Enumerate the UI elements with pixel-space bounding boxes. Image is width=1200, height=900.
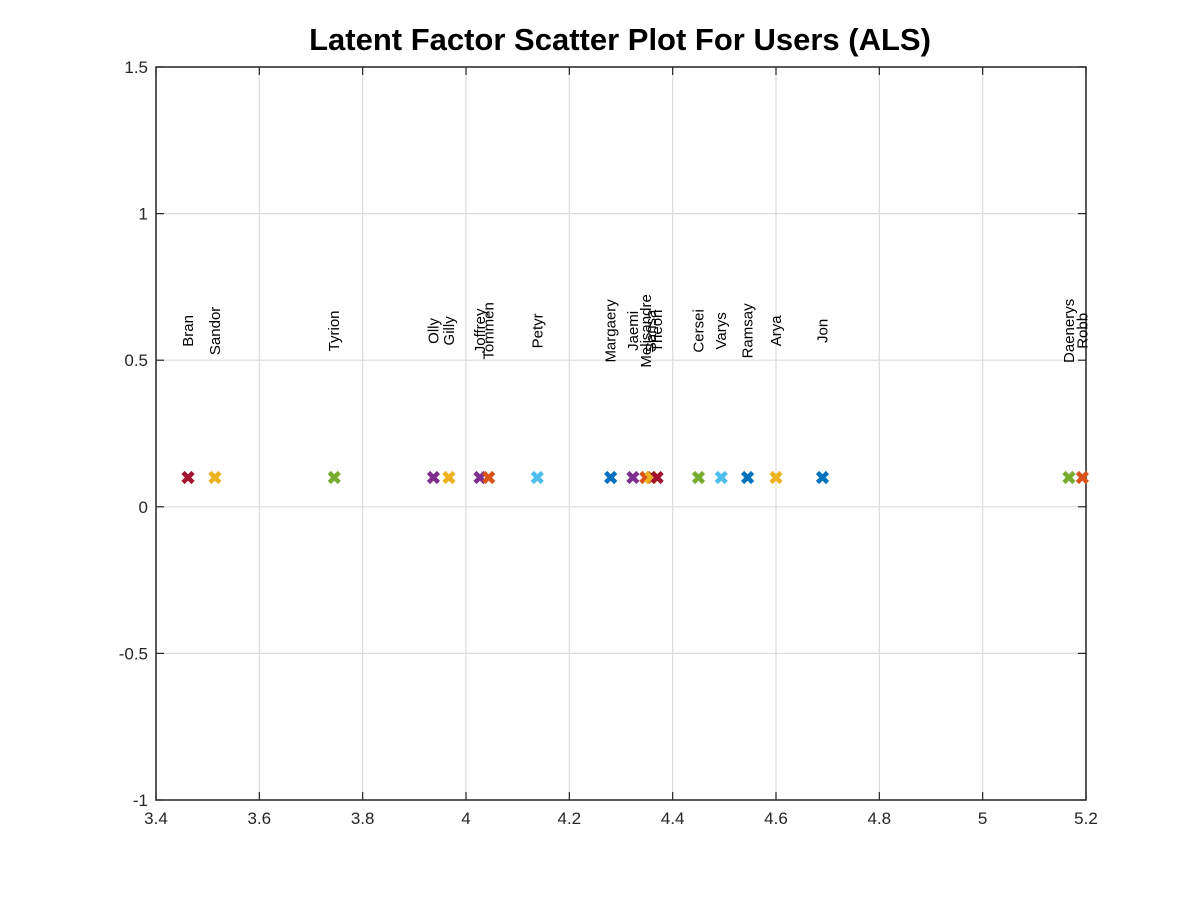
data-point-gilly — [442, 470, 456, 485]
data-point-bran — [181, 470, 195, 485]
y-tick-label: 0.5 — [124, 351, 148, 370]
point-marker-stroke — [604, 470, 618, 485]
data-point-cersei — [691, 470, 706, 485]
point-label: Varys — [713, 312, 730, 349]
data-point-olly — [426, 470, 441, 485]
point-marker-stroke — [626, 470, 640, 485]
point-label: Petyr — [529, 313, 546, 348]
data-point-tyrion — [327, 470, 341, 485]
point-marker-stroke — [181, 470, 195, 485]
point-label: Theon — [649, 310, 666, 353]
x-tick-label: 4.6 — [764, 809, 788, 828]
y-tick-label: -0.5 — [119, 644, 148, 663]
point-label: Gilly — [441, 316, 458, 346]
x-tick-label: 5 — [978, 809, 987, 828]
point-marker-stroke — [714, 470, 728, 485]
point-label: Sansa — [643, 309, 660, 352]
x-tick-label: 3.6 — [248, 809, 272, 828]
point-label: Robb — [1074, 313, 1091, 349]
point-marker-stroke — [426, 470, 441, 485]
point-label: Daenerys — [1061, 299, 1078, 363]
chart-title: Latent Factor Scatter Plot For Users (AL… — [309, 22, 931, 57]
data-point-daenerys — [1062, 470, 1076, 485]
point-marker-stroke — [1075, 470, 1089, 485]
point-marker-stroke — [650, 470, 664, 485]
data-point-tommen — [482, 470, 496, 485]
point-marker-stroke — [327, 470, 341, 485]
point-label: Arya — [768, 315, 785, 347]
data-point-sandor — [208, 470, 222, 485]
point-marker-stroke — [530, 470, 544, 485]
data-point-theon — [650, 470, 664, 485]
point-label: Joffrey — [472, 308, 489, 353]
data-point-jaemi — [626, 470, 640, 485]
point-marker-stroke — [1062, 470, 1076, 485]
x-tick-label: 3.4 — [144, 809, 168, 828]
point-label: Olly — [425, 317, 442, 343]
data-point-varys — [714, 470, 728, 485]
plot-area-box — [155, 66, 1087, 801]
point-label: Tommen — [481, 302, 498, 360]
x-tick-label: 3.8 — [351, 809, 375, 828]
axis-ticks: 3.4 3.6 3.8 4 4.2 4.4 4.6 4.8 5 5.2 -1 -0.5 0 0.5 1 1.5 — [119, 58, 1098, 828]
x-tick-label: 4.4 — [661, 809, 685, 828]
point-label: Jaemi — [625, 311, 642, 351]
y-tick-label: 1.5 — [124, 58, 148, 77]
point-marker-stroke — [442, 470, 456, 485]
data-point-ramsay — [740, 470, 755, 485]
data-point-margaery — [604, 470, 618, 485]
point-marker-stroke — [769, 470, 783, 485]
point-label: Cersei — [691, 309, 708, 352]
x-tick-label: 5.2 — [1074, 809, 1098, 828]
point-label: Melisandre — [638, 294, 655, 367]
y-tick-label: 1 — [139, 205, 148, 224]
data-point-jon — [815, 470, 830, 485]
point-marker-stroke — [482, 470, 496, 485]
data-point-petyr — [530, 470, 544, 485]
point-label: Ramsay — [740, 303, 757, 359]
grid-lines — [155, 66, 1087, 801]
point-marker-stroke — [208, 470, 222, 485]
point-label: Margaery — [603, 299, 620, 363]
data-point-robb — [1075, 470, 1089, 485]
point-marker-stroke — [691, 470, 706, 485]
data-points — [181, 470, 1089, 485]
point-marker-stroke — [740, 470, 755, 485]
x-tick-label: 4.8 — [868, 809, 892, 828]
point-label: Bran — [180, 315, 197, 347]
x-tick-label: 4 — [461, 809, 470, 828]
point-label: Jon — [815, 319, 832, 343]
point-label: Sandor — [207, 307, 224, 355]
y-tick-label: 0 — [139, 498, 148, 517]
point-marker-stroke — [815, 470, 830, 485]
y-tick-label: -1 — [133, 791, 148, 810]
data-point-arya — [769, 470, 783, 485]
point-label: Tyrion — [326, 310, 343, 351]
x-tick-label: 4.2 — [558, 809, 582, 828]
